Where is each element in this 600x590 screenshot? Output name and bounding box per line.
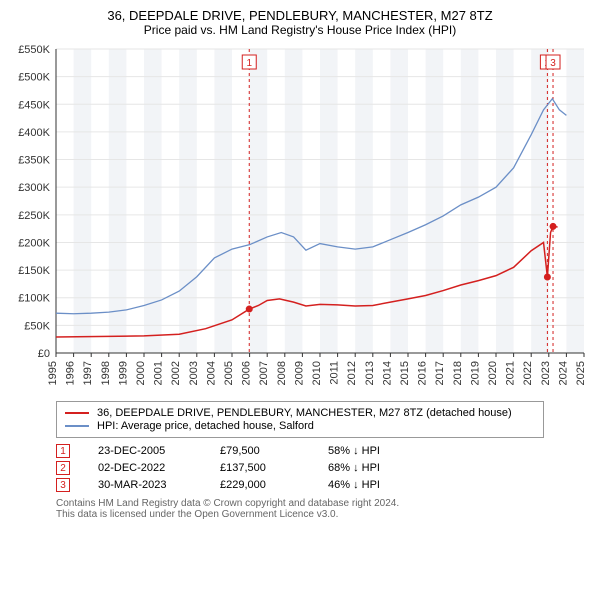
title-block: 36, DEEPDALE DRIVE, PENDLEBURY, MANCHEST… <box>10 8 590 37</box>
marker-price: £79,500 <box>220 445 300 457</box>
svg-text:2015: 2015 <box>399 361 411 385</box>
svg-text:2009: 2009 <box>293 361 305 385</box>
svg-text:2011: 2011 <box>329 361 341 385</box>
svg-text:£100K: £100K <box>18 293 50 305</box>
marker-pct: 58% ↓ HPI <box>328 445 418 457</box>
legend: 36, DEEPDALE DRIVE, PENDLEBURY, MANCHEST… <box>56 401 544 438</box>
svg-text:£150K: £150K <box>18 265 50 277</box>
svg-text:1998: 1998 <box>100 361 112 385</box>
root: 36, DEEPDALE DRIVE, PENDLEBURY, MANCHEST… <box>0 0 600 590</box>
marker-pct: 68% ↓ HPI <box>328 462 418 474</box>
svg-text:2022: 2022 <box>522 361 534 385</box>
svg-text:2005: 2005 <box>223 361 235 385</box>
svg-text:£350K: £350K <box>18 155 50 167</box>
svg-text:3: 3 <box>550 58 556 69</box>
marker-price: £229,000 <box>220 479 300 491</box>
title-main: 36, DEEPDALE DRIVE, PENDLEBURY, MANCHEST… <box>10 8 590 23</box>
svg-text:£250K: £250K <box>18 210 50 222</box>
legend-label: HPI: Average price, detached house, Salf… <box>97 420 314 432</box>
svg-text:2006: 2006 <box>241 361 253 385</box>
svg-text:2012: 2012 <box>346 361 358 385</box>
marker-num-box: 1 <box>56 444 70 458</box>
title-sub: Price paid vs. HM Land Registry's House … <box>10 23 590 37</box>
marker-date: 02-DEC-2022 <box>98 462 192 474</box>
svg-text:2002: 2002 <box>170 361 182 385</box>
chart-svg: £0 £50K £100K £150K £200K £250K £300K £350K £400… <box>10 43 590 393</box>
svg-text:2017: 2017 <box>434 361 446 385</box>
svg-text:2023: 2023 <box>540 361 552 385</box>
marker-table: 1 23-DEC-2005 £79,500 58% ↓ HPI 2 02-DEC… <box>56 444 590 492</box>
svg-text:2007: 2007 <box>258 361 270 385</box>
svg-text:2010: 2010 <box>311 361 323 385</box>
svg-text:2003: 2003 <box>188 361 200 385</box>
svg-text:1: 1 <box>246 58 252 69</box>
svg-text:2019: 2019 <box>469 361 481 385</box>
svg-text:2024: 2024 <box>557 361 569 385</box>
svg-text:2025: 2025 <box>575 361 587 385</box>
footer: Contains HM Land Registry data © Crown c… <box>56 498 590 520</box>
svg-text:£450K: £450K <box>18 99 50 111</box>
svg-text:£50K: £50K <box>24 320 50 332</box>
svg-text:1996: 1996 <box>65 361 77 385</box>
marker-row: 1 23-DEC-2005 £79,500 58% ↓ HPI <box>56 444 590 458</box>
marker-date: 30-MAR-2023 <box>98 479 192 491</box>
svg-text:2001: 2001 <box>153 361 165 385</box>
svg-text:2014: 2014 <box>381 361 393 385</box>
marker-date: 23-DEC-2005 <box>98 445 192 457</box>
legend-swatch <box>65 412 89 414</box>
footer-line1: Contains HM Land Registry data © Crown c… <box>56 498 590 509</box>
svg-text:2013: 2013 <box>364 361 376 385</box>
svg-text:£0: £0 <box>38 348 50 360</box>
marker-pct: 46% ↓ HPI <box>328 479 418 491</box>
svg-text:2020: 2020 <box>487 361 499 385</box>
svg-text:£500K: £500K <box>18 72 50 84</box>
legend-swatch <box>65 425 89 427</box>
marker-num-box: 3 <box>56 478 70 492</box>
legend-row: 36, DEEPDALE DRIVE, PENDLEBURY, MANCHEST… <box>65 407 535 419</box>
marker-row: 3 30-MAR-2023 £229,000 46% ↓ HPI <box>56 478 590 492</box>
svg-text:£300K: £300K <box>18 182 50 194</box>
footer-line2: This data is licensed under the Open Gov… <box>56 509 590 520</box>
chart: £0 £50K £100K £150K £200K £250K £300K £350K £400… <box>10 43 590 393</box>
svg-text:1995: 1995 <box>47 361 59 385</box>
svg-text:2021: 2021 <box>505 361 517 385</box>
svg-text:2004: 2004 <box>205 361 217 385</box>
marker-row: 2 02-DEC-2022 £137,500 68% ↓ HPI <box>56 461 590 475</box>
svg-text:£400K: £400K <box>18 127 50 139</box>
svg-text:2000: 2000 <box>135 361 147 385</box>
svg-text:£550K: £550K <box>18 44 50 56</box>
svg-text:£200K: £200K <box>18 237 50 249</box>
svg-text:1999: 1999 <box>117 361 129 385</box>
svg-text:2008: 2008 <box>276 361 288 385</box>
marker-num-box: 2 <box>56 461 70 475</box>
svg-text:2018: 2018 <box>452 361 464 385</box>
marker-price: £137,500 <box>220 462 300 474</box>
legend-row: HPI: Average price, detached house, Salf… <box>65 420 535 432</box>
svg-text:1997: 1997 <box>82 361 94 385</box>
legend-label: 36, DEEPDALE DRIVE, PENDLEBURY, MANCHEST… <box>97 407 512 419</box>
svg-text:2016: 2016 <box>417 361 429 385</box>
